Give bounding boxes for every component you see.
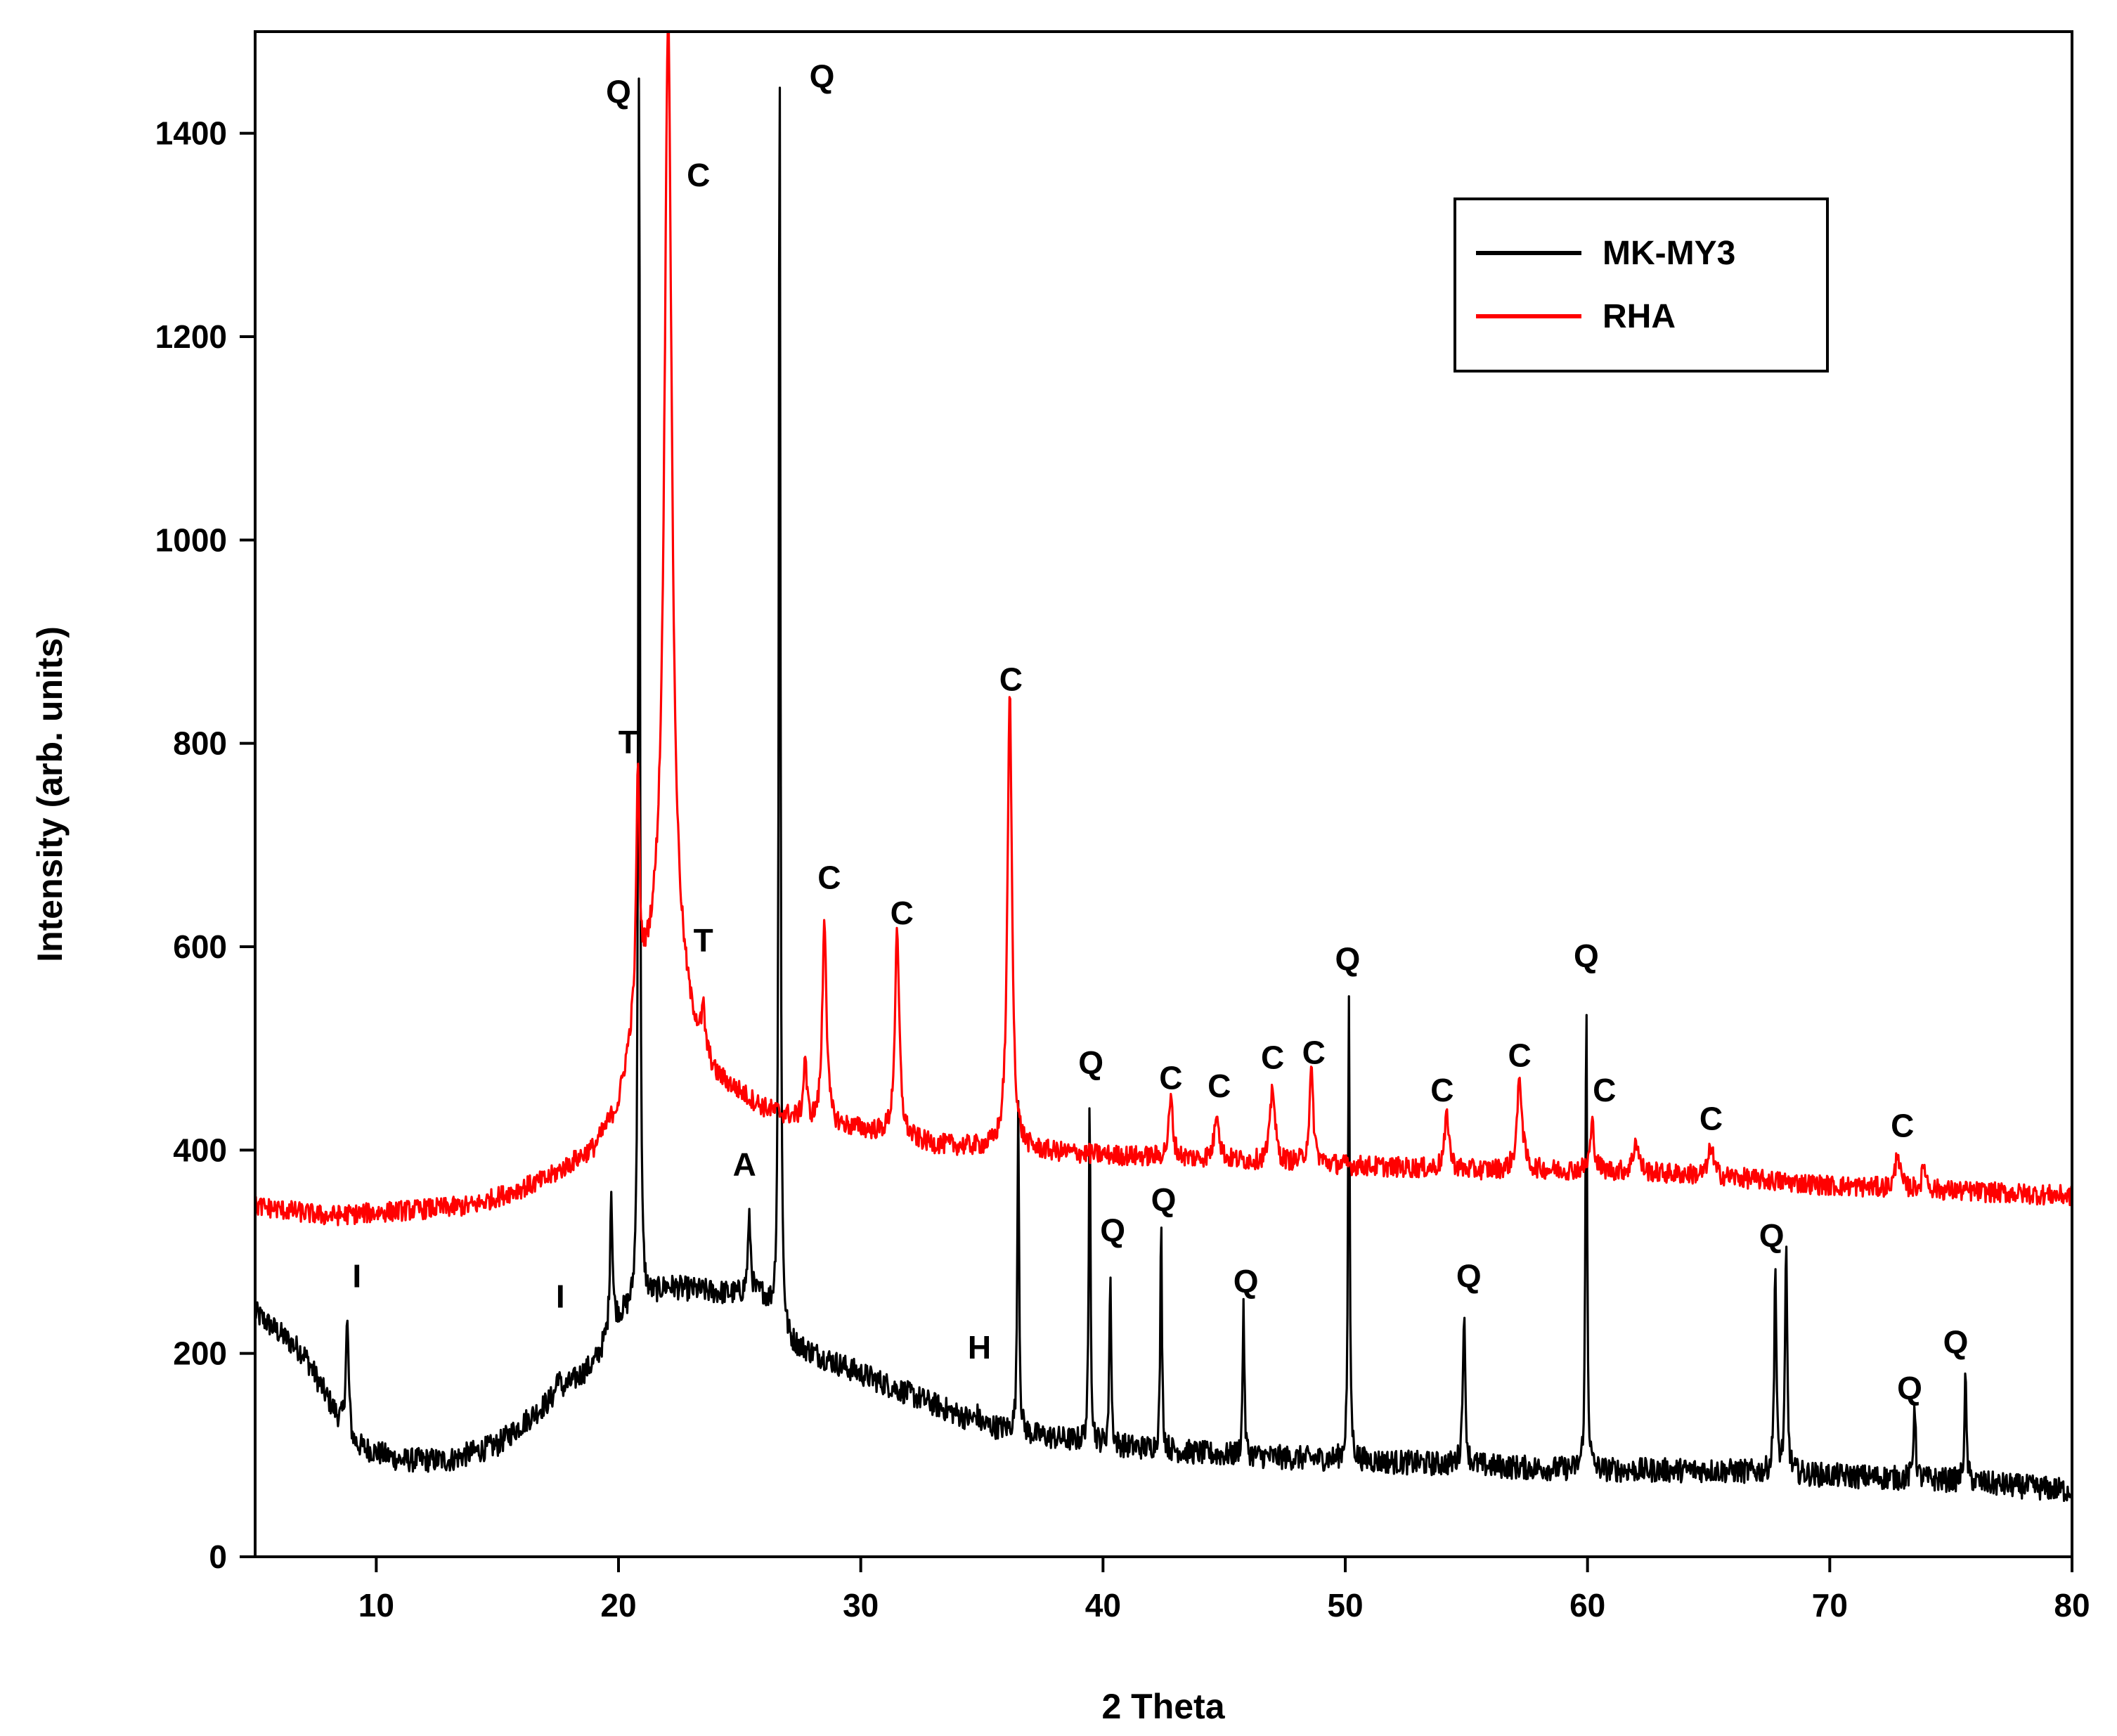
peak-label-i: I [352, 1258, 361, 1295]
peak-label-q: Q [1234, 1263, 1259, 1300]
y-tick-label: 1400 [155, 115, 227, 152]
peak-label-q: Q [1335, 940, 1361, 977]
x-tick-label: 30 [843, 1587, 879, 1624]
peak-label-q: Q [1456, 1258, 1482, 1295]
peak-label-c: C [1593, 1072, 1616, 1108]
peak-label-c: C [817, 860, 841, 896]
y-tick-label: 800 [173, 725, 227, 762]
peak-label-q: Q [1078, 1044, 1103, 1081]
peak-label-c: C [687, 157, 710, 193]
peak-label-q: Q [810, 58, 835, 95]
peak-label-h: H [968, 1329, 991, 1366]
plot-area-frame [254, 30, 2073, 1558]
peak-label-q: Q [1574, 938, 1599, 974]
x-tick-label: 70 [1812, 1587, 1848, 1624]
series-line-rha [255, 32, 2072, 1226]
peak-label-c: C [999, 661, 1023, 697]
y-tick-label: 200 [173, 1335, 227, 1372]
legend-box [1454, 197, 1829, 373]
legend: MK-MY3 RHA [1454, 197, 1829, 373]
x-tick-label: 10 [358, 1587, 394, 1624]
x-tick-label: 80 [2054, 1587, 2090, 1624]
peak-label-i: I [556, 1278, 565, 1315]
peak-label-q: Q [606, 73, 631, 110]
x-tick-label: 20 [600, 1587, 636, 1624]
y-tick-label: 600 [173, 928, 227, 965]
peak-label-c: C [1891, 1108, 1914, 1144]
x-tick-label: 50 [1327, 1587, 1363, 1624]
peak-label-c: C [1159, 1060, 1182, 1096]
peak-label-c: C [1261, 1039, 1284, 1076]
peak-label-a: A [733, 1146, 756, 1183]
peak-label-c: C [1508, 1037, 1532, 1074]
peak-label-c: C [1208, 1068, 1231, 1104]
peak-label-q: Q [1151, 1181, 1177, 1218]
series-line-mk-my3 [255, 77, 2072, 1502]
x-tick-label: 40 [1085, 1587, 1121, 1624]
peak-label-q: Q [1759, 1217, 1785, 1254]
y-tick-label: 1200 [155, 318, 227, 355]
y-tick-label: 0 [209, 1539, 227, 1575]
peak-label-q: Q [1100, 1212, 1125, 1249]
series-layer [255, 32, 2072, 1502]
legend-label-mk-my3: MK-MY3 [1603, 235, 1735, 272]
peak-label-q: Q [1897, 1370, 1922, 1406]
x-tick-label: 60 [1569, 1587, 1605, 1624]
peak-label-c: C [1302, 1034, 1326, 1070]
peak-label-q: Q [1943, 1324, 1969, 1361]
y-tick-label: 1000 [155, 522, 227, 558]
peak-label-t: T [694, 922, 713, 959]
axis-ticks: 10 20 30 40 50 60 70 80020040060080010001200140… [155, 115, 2090, 1624]
y-tick-label: 400 [173, 1132, 227, 1168]
x-axis-title: 2 Theta [1101, 1687, 1225, 1726]
peak-label-c: C [891, 895, 914, 931]
peak-label-c: C [1430, 1072, 1454, 1108]
peak-label-t: T [619, 724, 638, 760]
legend-label-rha: RHA [1603, 298, 1676, 335]
y-axis-title: Intensity (arb. units) [30, 626, 70, 962]
peak-label-c: C [1700, 1100, 1723, 1136]
